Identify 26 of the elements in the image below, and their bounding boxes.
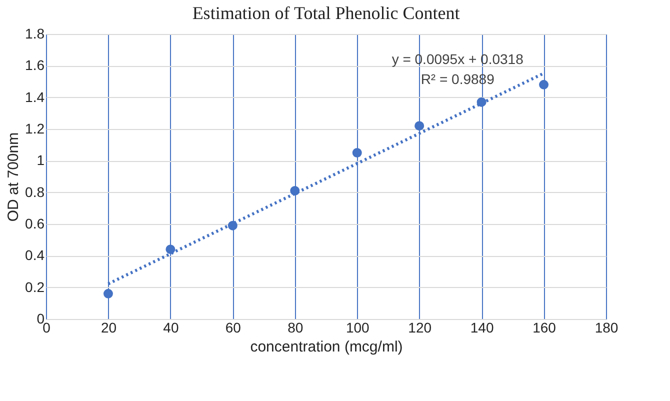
point (352, 148, 362, 158)
point (414, 121, 424, 131)
y-tick-label: 1.4 (25, 88, 45, 105)
x-tick-label: 140 (470, 320, 494, 336)
point (103, 288, 113, 298)
x-tick-label: 100 (346, 320, 370, 336)
point (166, 244, 176, 254)
y-tick-label: 1.8 (25, 26, 45, 42)
y-tick-label: 1 (36, 152, 45, 168)
x-tick-label: 80 (288, 320, 304, 336)
y-tick-label: 1.2 (25, 120, 45, 136)
x-axis-title: concentration (mcg/ml) (250, 338, 403, 356)
x-tick-label: 20 (100, 320, 117, 336)
y-tick-label: 0.2 (25, 278, 45, 295)
x-tick-label: 40 (163, 320, 179, 336)
x-tick-label: 180 (594, 320, 618, 336)
x-tick-label: 120 (408, 320, 432, 336)
x-tick-label: 60 (225, 320, 242, 336)
y-tick-label: 1.6 (25, 57, 45, 74)
y-tick-label: 0.6 (25, 216, 45, 232)
y-axis-title: OD at 700nm (5, 132, 22, 222)
chart-title: Estimation of Total Phenolic Content (192, 3, 460, 23)
point (539, 80, 549, 90)
y-tick-label: 0.8 (25, 184, 45, 200)
y-tick-label: 0.4 (25, 247, 45, 264)
x-tick-label: 160 (532, 320, 556, 336)
